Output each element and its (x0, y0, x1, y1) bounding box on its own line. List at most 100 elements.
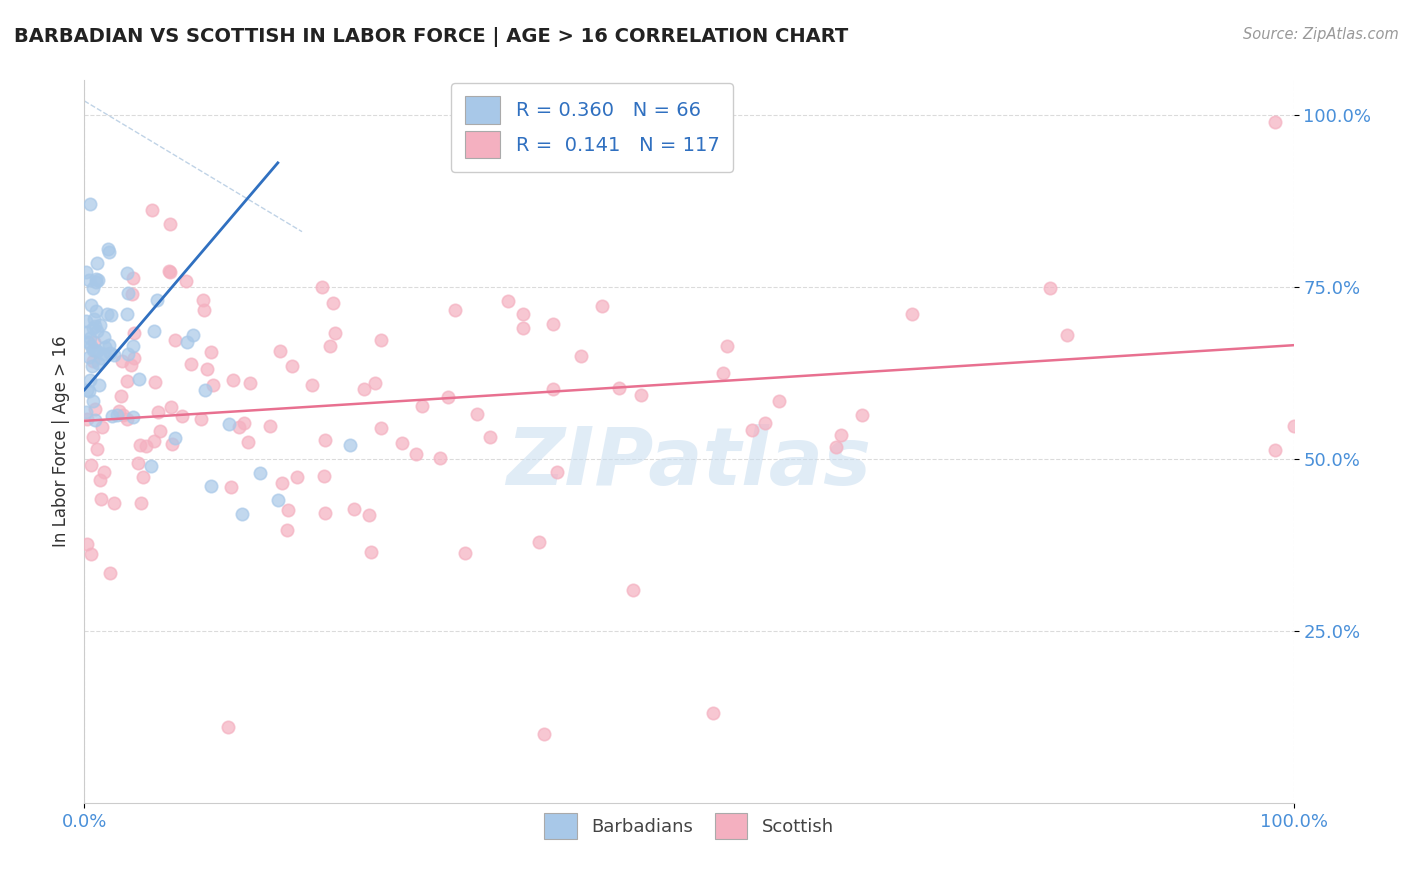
Point (117, 307, 139, 321)
Point (221, 480, 243, 494)
Point (221, 373, 243, 387)
Point (84, 276, 107, 290)
Point (87, 273, 110, 287)
Point (249, 466, 271, 480)
Point (444, 303, 467, 318)
Point (97, 338, 120, 352)
Point (541, 382, 564, 396)
Text: ZIPatlas: ZIPatlas (506, 425, 872, 502)
Point (97, 242, 120, 256)
Point (142, 324, 165, 338)
Point (454, 546, 477, 560)
Point (176, 334, 198, 349)
Point (1039, 281, 1062, 295)
Point (312, 468, 335, 483)
Point (181, 327, 204, 342)
Point (754, 416, 776, 430)
Point (98, 566, 121, 581)
Point (149, 424, 172, 438)
Point (429, 450, 451, 465)
Point (82, 394, 104, 409)
Point (159, 217, 181, 231)
Point (93, 330, 115, 344)
Point (231, 507, 253, 521)
Point (339, 438, 361, 452)
Point (77, 350, 100, 364)
Point (105, 408, 128, 422)
Point (76, 536, 98, 550)
Point (370, 421, 392, 435)
Point (322, 296, 344, 310)
Point (357, 508, 380, 522)
Point (143, 375, 166, 389)
Point (569, 349, 592, 363)
Point (82, 321, 104, 335)
Point (1056, 328, 1078, 343)
Point (1282, 418, 1305, 433)
Point (103, 496, 125, 510)
Point (103, 347, 125, 361)
Point (75, 405, 97, 419)
Point (165, 431, 187, 445)
Point (364, 376, 387, 390)
Point (82, 354, 104, 368)
Point (360, 545, 382, 559)
Point (159, 265, 181, 279)
Point (830, 428, 852, 442)
Point (84, 343, 107, 357)
Point (79, 339, 101, 353)
Legend: Barbadians, Scottish: Barbadians, Scottish (536, 805, 842, 848)
Point (190, 411, 212, 425)
Point (80, 298, 103, 312)
Point (146, 404, 169, 418)
Point (127, 456, 149, 470)
Point (122, 339, 145, 353)
Point (86, 442, 108, 457)
Point (128, 371, 150, 385)
Point (194, 383, 217, 397)
Point (527, 535, 550, 549)
Point (77, 273, 100, 287)
Point (193, 293, 215, 308)
Point (716, 339, 738, 353)
Point (111, 408, 134, 422)
Point (96, 307, 118, 321)
Point (120, 358, 142, 372)
Point (630, 388, 652, 402)
Text: Source: ZipAtlas.com: Source: ZipAtlas.com (1243, 27, 1399, 42)
Point (141, 202, 163, 217)
Point (311, 280, 333, 294)
Point (83, 318, 105, 333)
Point (107, 404, 129, 418)
Point (90, 420, 112, 434)
Point (89, 473, 111, 487)
Point (159, 401, 181, 415)
Point (84, 413, 107, 427)
Point (128, 438, 150, 452)
Point (82, 281, 104, 295)
Point (609, 382, 631, 396)
Point (1264, 443, 1286, 458)
Point (200, 345, 222, 359)
Point (84, 304, 107, 318)
Point (277, 503, 299, 517)
Point (271, 475, 294, 490)
Point (370, 333, 392, 347)
Point (83, 312, 105, 326)
Point (342, 502, 364, 516)
Point (741, 423, 763, 437)
Point (129, 496, 152, 510)
Point (115, 266, 138, 280)
Point (117, 347, 139, 361)
Point (87, 356, 110, 370)
Point (405, 447, 427, 461)
Point (702, 706, 724, 721)
Point (101, 409, 124, 424)
Point (281, 359, 304, 374)
Point (97, 245, 120, 260)
Point (143, 434, 166, 449)
Point (276, 523, 298, 537)
Point (391, 435, 413, 450)
Point (157, 264, 180, 278)
Point (195, 362, 218, 376)
